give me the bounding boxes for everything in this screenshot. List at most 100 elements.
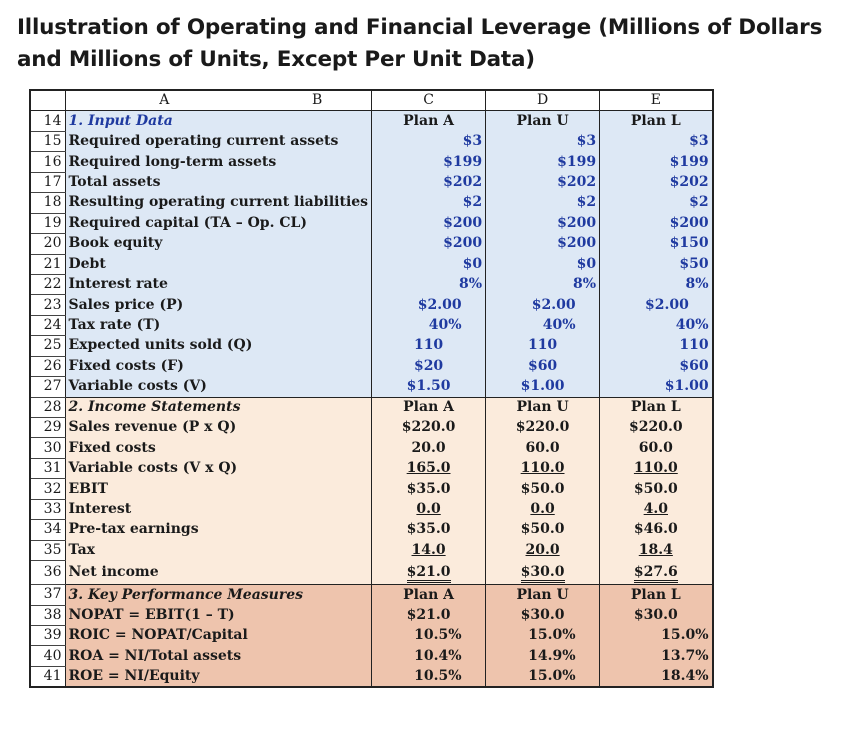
cell-c[interactable]: $0 <box>371 254 487 275</box>
row-number[interactable]: 27 <box>30 376 66 398</box>
row-label[interactable]: Net income <box>65 560 373 585</box>
row-label[interactable]: Variable costs (V) <box>65 376 373 398</box>
row-number[interactable]: 16 <box>30 151 66 173</box>
cell-e[interactable]: $199 <box>599 151 714 173</box>
cell-d[interactable]: $2 <box>485 192 601 214</box>
row-number[interactable]: 17 <box>30 172 66 194</box>
row-label[interactable]: Total assets <box>65 172 373 193</box>
row-number[interactable]: 26 <box>30 356 66 378</box>
cell-e[interactable]: 13.7% <box>599 645 714 667</box>
row-number[interactable]: 19 <box>30 213 66 235</box>
cell-c[interactable]: 110 <box>371 335 487 357</box>
row-label[interactable]: Pre-tax earnings <box>65 519 373 541</box>
cell-c[interactable]: $220.0 <box>371 417 487 438</box>
row-label[interactable]: Resulting operating current liabilities <box>65 192 373 214</box>
cell-e[interactable]: $220.0 <box>599 417 714 438</box>
cell-c[interactable]: $21.0 <box>371 605 487 626</box>
cell-c[interactable]: 8% <box>371 274 487 295</box>
row-label[interactable]: Debt <box>65 254 373 275</box>
cell-d[interactable]: Plan U <box>485 110 601 132</box>
cell-c[interactable]: $35.0 <box>371 478 487 500</box>
cell-e[interactable]: $1.00 <box>599 376 714 398</box>
row-number[interactable]: 15 <box>30 131 66 153</box>
row-number[interactable]: 34 <box>30 519 66 541</box>
row-label[interactable]: Required long-term assets <box>65 151 373 173</box>
row-number[interactable]: 21 <box>30 254 66 275</box>
row-number[interactable]: 22 <box>30 274 66 296</box>
cell-d[interactable]: $1.00 <box>485 376 601 398</box>
column-header-e[interactable]: E <box>599 90 713 112</box>
cell-c[interactable]: $2 <box>371 192 487 214</box>
cell-e[interactable]: 110 <box>599 335 714 357</box>
cell-d[interactable]: $199 <box>485 151 601 173</box>
row-number[interactable]: 29 <box>30 417 66 439</box>
row-number[interactable]: 28 <box>30 396 66 419</box>
cell-e[interactable]: $3 <box>599 131 714 152</box>
cell-d[interactable]: $60 <box>485 356 601 377</box>
section-header-input-data[interactable]: 1. Input Data <box>65 110 373 132</box>
cell-d[interactable]: $50.0 <box>485 478 601 500</box>
cell-e[interactable]: 15.0% <box>599 625 714 646</box>
row-number[interactable]: 31 <box>30 458 66 480</box>
cell-e[interactable]: $30.0 <box>599 605 714 626</box>
row-label[interactable]: Tax rate (T) <box>65 315 373 336</box>
row-number[interactable]: 25 <box>30 335 66 357</box>
cell-c[interactable]: $3 <box>371 131 487 152</box>
cell-e[interactable]: 60.0 <box>599 437 714 459</box>
row-label[interactable]: Required capital (TA – Op. CL) <box>65 213 373 234</box>
cell-d[interactable]: $202 <box>485 172 601 193</box>
row-number[interactable]: 18 <box>30 192 66 214</box>
cell-c[interactable]: Plan A <box>371 584 487 605</box>
row-label[interactable]: ROE = NI/Equity <box>65 666 373 688</box>
row-number[interactable]: 37 <box>30 584 66 606</box>
cell-d[interactable]: 110 <box>485 335 601 357</box>
row-number[interactable]: 14 <box>30 110 66 132</box>
cell-e[interactable]: $50 <box>599 254 714 275</box>
row-label[interactable]: Fixed costs (F) <box>65 356 373 377</box>
row-number[interactable]: 33 <box>30 499 66 521</box>
row-number[interactable]: 40 <box>30 645 66 667</box>
cell-e[interactable]: $46.0 <box>599 519 714 541</box>
cell-c[interactable]: 20.0 <box>371 437 487 459</box>
cell-d[interactable]: $50.0 <box>485 519 601 541</box>
column-header-b[interactable]: B <box>263 90 373 112</box>
row-label[interactable]: Tax <box>65 540 373 561</box>
cell-d[interactable]: $220.0 <box>485 417 601 438</box>
row-number[interactable]: 39 <box>30 625 66 647</box>
cell-e[interactable]: $202 <box>599 172 714 193</box>
cell-d[interactable]: $200 <box>485 213 601 234</box>
cell-c[interactable]: $200 <box>371 233 487 254</box>
cell-e[interactable]: $200 <box>599 213 714 234</box>
cell-e[interactable]: $2 <box>599 192 714 214</box>
cell-e[interactable]: $60 <box>599 356 714 377</box>
row-number[interactable]: 30 <box>30 437 66 459</box>
cell-e[interactable]: Plan L <box>599 110 714 132</box>
cell-c[interactable]: $200 <box>371 213 487 234</box>
row-number[interactable]: 24 <box>30 315 66 337</box>
row-label[interactable]: ROA = NI/Total assets <box>65 645 373 667</box>
cell-d[interactable]: $30.0 <box>485 605 601 626</box>
row-label[interactable]: Sales revenue (P x Q) <box>65 417 373 438</box>
cell-c[interactable]: $20 <box>371 356 487 377</box>
column-header-d[interactable]: D <box>485 90 601 112</box>
section-header-key-performance-measures[interactable]: 3. Key Performance Measures <box>65 584 373 605</box>
cell-d[interactable]: $200 <box>485 233 601 254</box>
cell-c[interactable]: $35.0 <box>371 519 487 541</box>
row-label[interactable]: Interest <box>65 499 373 520</box>
cell-c[interactable]: $202 <box>371 172 487 193</box>
row-label[interactable]: Expected units sold (Q) <box>65 335 373 357</box>
row-number[interactable]: 20 <box>30 233 66 255</box>
row-label[interactable]: EBIT <box>65 478 373 500</box>
row-label[interactable]: Variable costs (V x Q) <box>65 458 373 479</box>
row-label[interactable]: Book equity <box>65 233 373 254</box>
corner-cell[interactable] <box>30 90 66 112</box>
cell-d[interactable]: $3 <box>485 131 601 152</box>
cell-d[interactable]: $0 <box>485 254 601 275</box>
column-header-a[interactable]: A <box>65 90 264 112</box>
cell-e[interactable]: 40% <box>599 315 714 336</box>
cell-d[interactable]: 8% <box>485 274 601 295</box>
row-number[interactable]: 23 <box>30 294 66 316</box>
row-number[interactable]: 41 <box>30 666 66 688</box>
row-number[interactable]: 36 <box>30 560 66 586</box>
cell-e[interactable]: Plan L <box>599 584 714 605</box>
